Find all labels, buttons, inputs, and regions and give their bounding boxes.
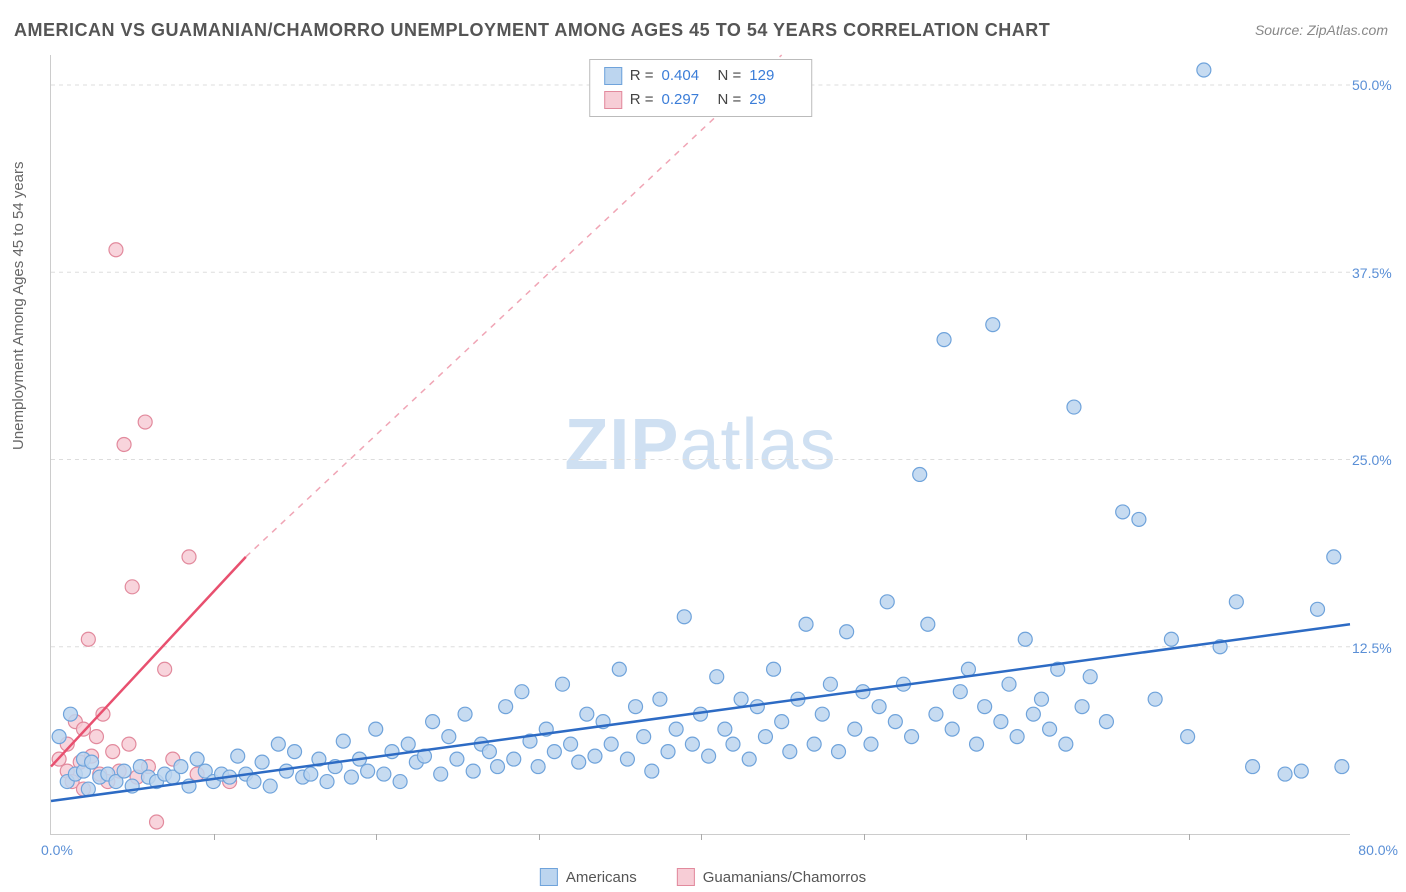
n-label: N =: [718, 64, 742, 88]
swatch-guamanians-bottom: [677, 868, 695, 886]
y-tick-label: 37.5%: [1352, 265, 1400, 281]
swatch-guamanians: [604, 91, 622, 109]
n-value-guamanians: 29: [749, 88, 797, 112]
r-label: R =: [630, 64, 654, 88]
chart-title: AMERICAN VS GUAMANIAN/CHAMORRO UNEMPLOYM…: [14, 20, 1050, 41]
y-tick-label: 50.0%: [1352, 77, 1400, 93]
x-tick: [214, 834, 215, 840]
x-tick: [376, 834, 377, 840]
r-value-guamanians: 0.297: [662, 88, 710, 112]
x-origin-label: 0.0%: [41, 842, 73, 858]
r-label: R =: [630, 88, 654, 112]
legend-label-guamanians: Guamanians/Chamorros: [703, 869, 866, 886]
r-value-americans: 0.404: [662, 64, 710, 88]
swatch-americans: [604, 67, 622, 85]
stats-row-guamanians: R = 0.297 N = 29: [604, 88, 798, 112]
x-tick: [1189, 834, 1190, 840]
x-tick: [1026, 834, 1027, 840]
y-tick-label: 25.0%: [1352, 452, 1400, 468]
bottom-legend: Americans Guamanians/Chamorros: [540, 868, 866, 886]
n-label: N =: [718, 88, 742, 112]
source-attribution: Source: ZipAtlas.com: [1255, 22, 1388, 38]
y-tick-label: 12.5%: [1352, 640, 1400, 656]
y-axis-label: Unemployment Among Ages 45 to 54 years: [10, 161, 27, 450]
stats-legend: R = 0.404 N = 129 R = 0.297 N = 29: [589, 59, 813, 117]
swatch-americans-bottom: [540, 868, 558, 886]
legend-item-americans: Americans: [540, 868, 637, 886]
chart-svg: [51, 55, 1350, 834]
plot-area: ZIPatlas 12.5%25.0%37.5%50.0% 0.0% 80.0%…: [50, 55, 1350, 835]
stats-row-americans: R = 0.404 N = 129: [604, 64, 798, 88]
n-value-americans: 129: [749, 64, 797, 88]
x-max-label: 80.0%: [1358, 842, 1398, 858]
x-tick: [701, 834, 702, 840]
legend-label-americans: Americans: [566, 869, 637, 886]
x-tick: [539, 834, 540, 840]
legend-item-guamanians: Guamanians/Chamorros: [677, 868, 866, 886]
x-tick: [864, 834, 865, 840]
